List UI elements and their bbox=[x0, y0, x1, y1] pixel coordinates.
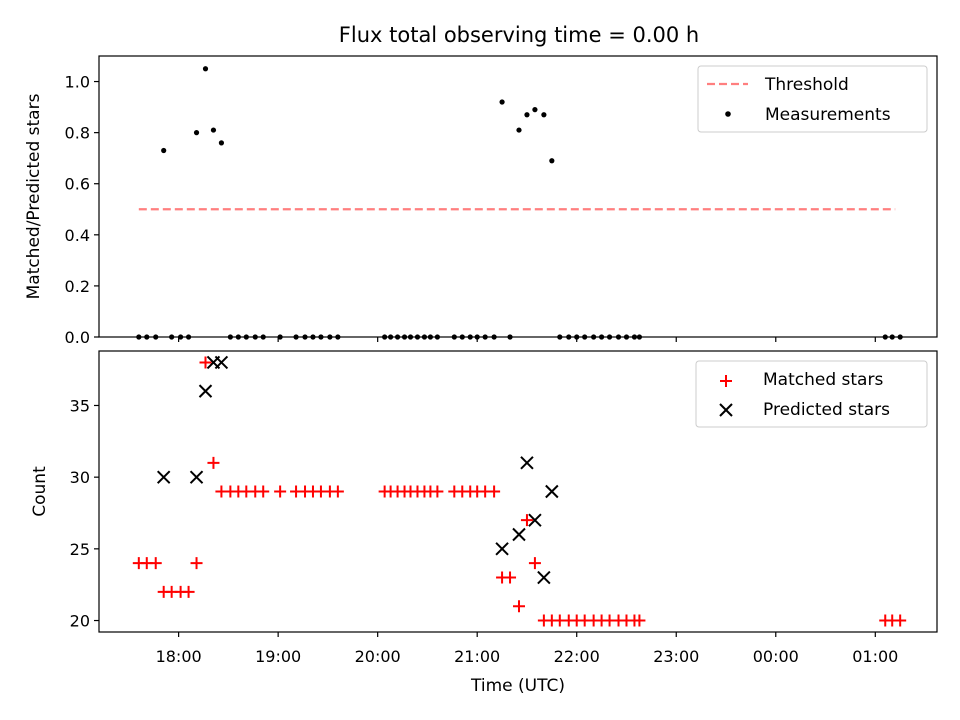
predicted-star-point bbox=[198, 384, 213, 398]
top-y-tick-label: 1.0 bbox=[65, 73, 90, 92]
bottom-panel: 20 25 30 35 18:00 19:00 20:00 21:00 22:00 23:00 0… bbox=[30, 350, 938, 696]
predicted-star-point bbox=[528, 513, 542, 527]
legend-matched-swatch bbox=[720, 375, 732, 387]
x-axis-label: Time (UTC) bbox=[470, 676, 565, 696]
matched-star-point bbox=[190, 557, 203, 570]
matched-star-point bbox=[488, 485, 501, 498]
matched-star-point bbox=[207, 456, 220, 469]
matched-star-point bbox=[199, 356, 212, 369]
predicted-star-point bbox=[512, 527, 526, 542]
bottom-y-tick-label: 35 bbox=[70, 396, 90, 415]
legend-measurements-swatch bbox=[725, 111, 731, 117]
measurement-point bbox=[218, 140, 225, 146]
x-tick-label: 22:00 bbox=[554, 647, 600, 666]
measurement-point bbox=[541, 112, 547, 118]
x-tick-label: 01:00 bbox=[852, 647, 898, 666]
top-panel: 0.0 0.2 0.4 0.6 0.8 1.0 Matched/Predicted sta… bbox=[24, 55, 938, 347]
top-axes-frame bbox=[98, 55, 938, 338]
matched-star-point bbox=[504, 571, 517, 584]
matched-star-point bbox=[182, 585, 195, 598]
top-x-ticks bbox=[178, 337, 876, 342]
measurement-point bbox=[161, 147, 167, 154]
bottom-x-ticks: 18:00 19:00 20:00 21:00 22:00 23:00 00:00 01:00 bbox=[156, 632, 898, 666]
measurement-point bbox=[193, 130, 200, 136]
measurement-point bbox=[516, 127, 522, 133]
matched-star-point bbox=[633, 614, 646, 627]
predicted-star-point bbox=[189, 470, 204, 484]
matched-star-point bbox=[274, 485, 287, 498]
matched-stars-layer bbox=[132, 356, 907, 627]
matched-star-point bbox=[520, 514, 533, 527]
matched-star-point bbox=[528, 557, 541, 570]
top-y-ticks: 0.0 0.2 0.4 0.6 0.8 1.0 bbox=[65, 73, 99, 347]
top-legend-frame bbox=[697, 65, 928, 133]
top-y-tick-label: 0.8 bbox=[65, 124, 90, 143]
predicted-star-point bbox=[537, 570, 551, 585]
top-legend: Threshold Measurements bbox=[697, 65, 928, 133]
measurement-point bbox=[532, 107, 538, 113]
legend-matched-label: Matched stars bbox=[763, 370, 883, 390]
legend-threshold-label: Threshold bbox=[764, 75, 849, 95]
measurement-point bbox=[210, 127, 217, 133]
x-tick-label: 23:00 bbox=[653, 647, 699, 666]
bottom-legend-frame bbox=[695, 360, 928, 428]
legend-predicted-swatch bbox=[719, 403, 733, 417]
top-y-tick-label: 0.0 bbox=[65, 328, 90, 347]
matched-star-point bbox=[894, 614, 907, 627]
predicted-stars-layer bbox=[156, 355, 559, 585]
x-tick-label: 20:00 bbox=[355, 647, 401, 666]
matched-star-point bbox=[512, 600, 525, 613]
x-tick-label: 21:00 bbox=[454, 647, 500, 666]
bottom-axes-frame bbox=[98, 350, 938, 633]
matched-star-point bbox=[257, 485, 270, 498]
measurement-point bbox=[202, 66, 209, 72]
top-y-axis-label: Matched/Predicted stars bbox=[24, 93, 44, 299]
x-tick-label: 19:00 bbox=[255, 647, 301, 666]
bottom-y-tick-label: 30 bbox=[70, 468, 90, 487]
x-tick-label: 18:00 bbox=[156, 647, 202, 666]
bottom-y-ticks: 20 25 30 35 bbox=[70, 396, 99, 631]
bottom-y-axis-label: Count bbox=[30, 466, 50, 517]
measurement-point bbox=[499, 99, 505, 105]
matched-star-point bbox=[431, 485, 444, 498]
measurement-point bbox=[549, 158, 555, 164]
bottom-y-tick-label: 25 bbox=[70, 540, 90, 559]
chart-title: Flux total observing time = 0.00 h bbox=[339, 23, 699, 47]
top-y-tick-label: 0.6 bbox=[65, 175, 90, 194]
top-y-tick-label: 0.4 bbox=[65, 226, 90, 245]
top-y-tick-label: 0.2 bbox=[65, 277, 90, 296]
matched-star-point bbox=[149, 557, 162, 570]
bottom-y-tick-label: 20 bbox=[70, 612, 90, 631]
matched-star-point bbox=[331, 485, 344, 498]
predicted-star-point bbox=[520, 456, 534, 470]
bottom-legend: Matched stars Predicted stars bbox=[695, 360, 928, 428]
legend-predicted-label: Predicted stars bbox=[763, 400, 890, 420]
x-tick-label: 00:00 bbox=[753, 647, 799, 666]
measurement-point bbox=[524, 112, 530, 118]
predicted-star-point bbox=[214, 355, 229, 370]
predicted-star-point bbox=[495, 542, 509, 556]
predicted-star-point bbox=[156, 470, 171, 484]
legend-measurements-label: Measurements bbox=[765, 105, 891, 125]
predicted-star-point bbox=[545, 484, 559, 499]
